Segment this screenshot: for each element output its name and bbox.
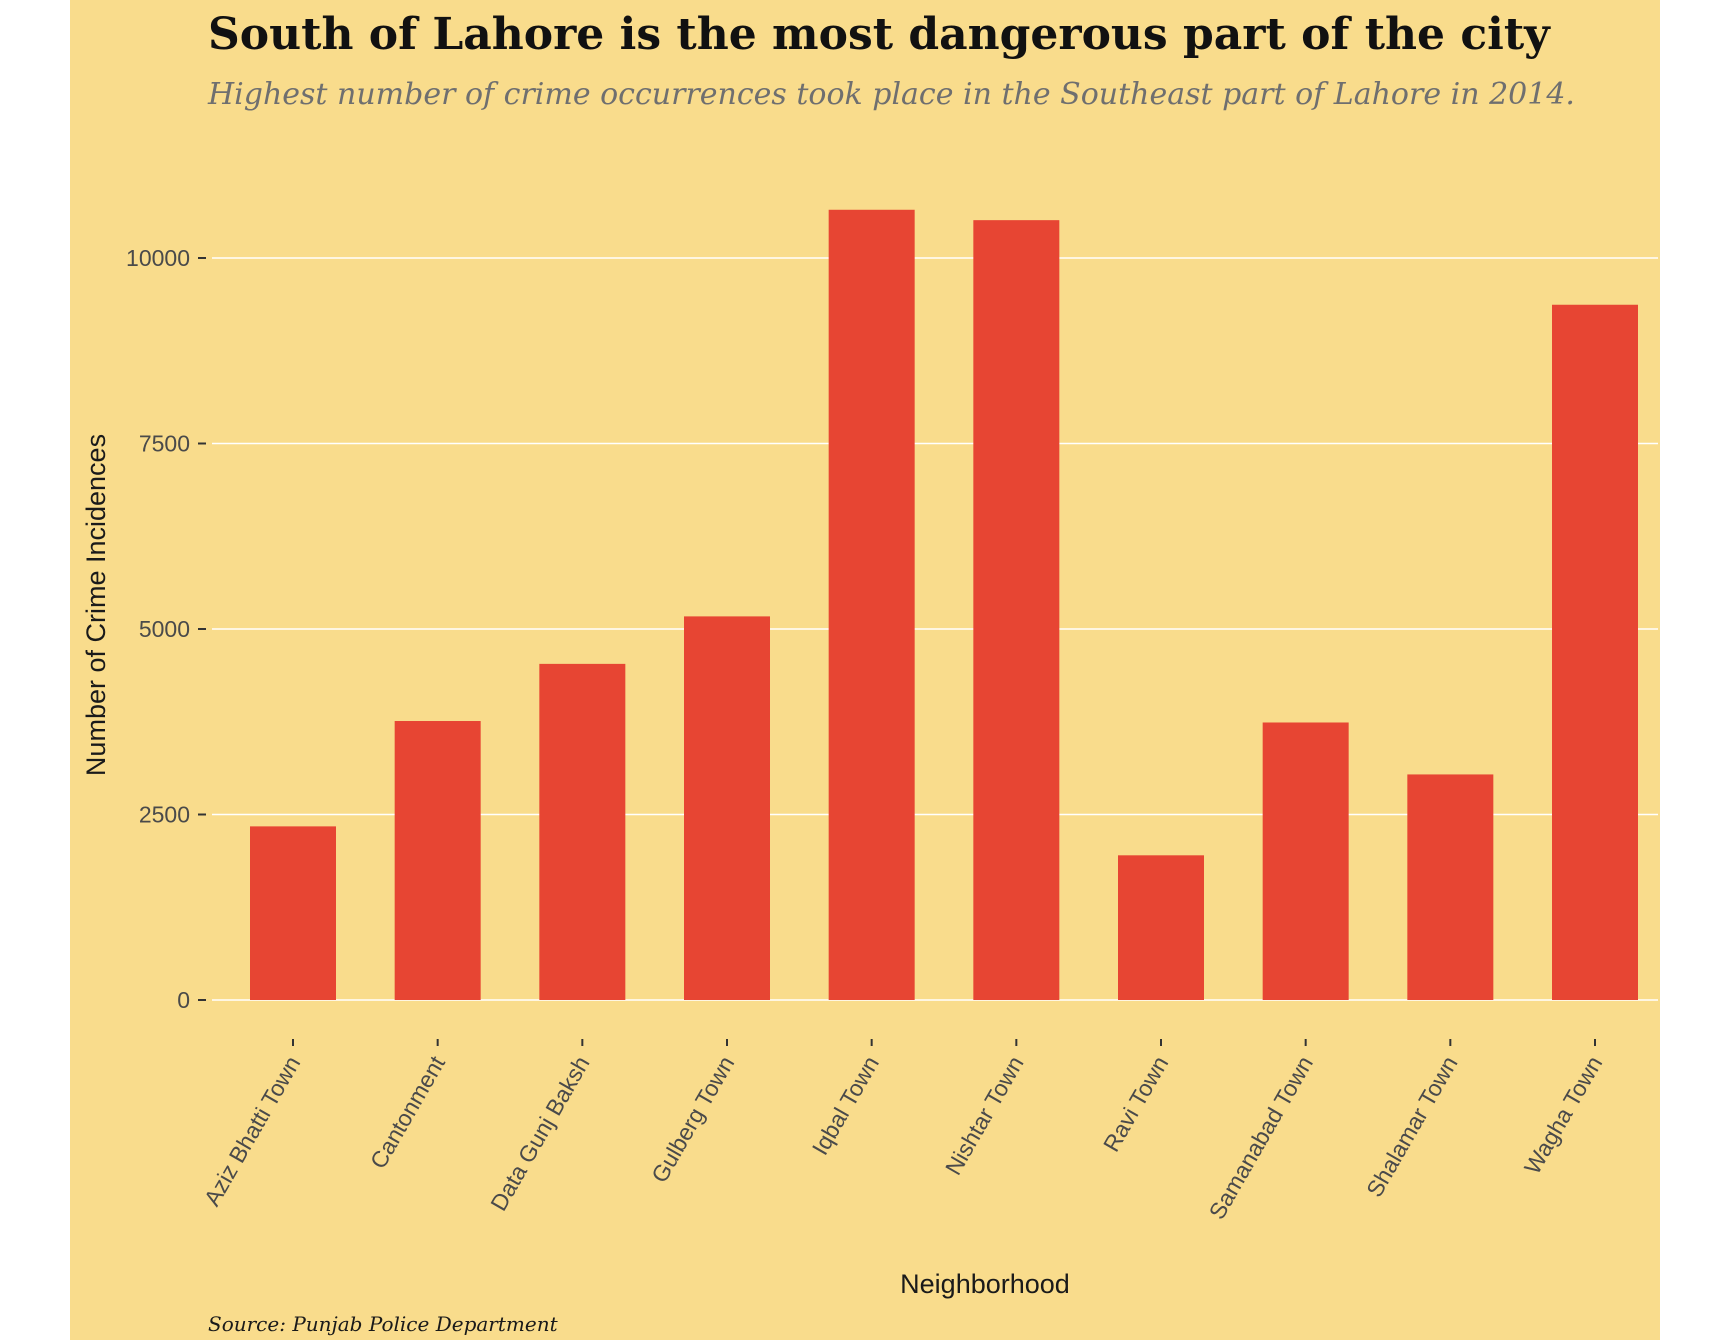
x-tick-label: Shalamar Town — [1361, 1052, 1463, 1202]
bar-wagha-town — [1552, 304, 1638, 1001]
chart-panel: South of Lahore is the most dangerous pa… — [70, 0, 1660, 1340]
x-axis-title: Neighborhood — [900, 1269, 1070, 1299]
y-axis: 0 2500 5000 7500 10000 — [126, 245, 206, 1013]
bar-ravi-town — [1118, 855, 1204, 1000]
x-tick-label: Samanabad Town — [1204, 1052, 1318, 1224]
x-tick-label: Iqbal Town — [807, 1052, 884, 1160]
x-tick-label: Wagha Town — [1519, 1052, 1607, 1179]
x-tick-label: Nishtar Town — [940, 1052, 1029, 1180]
x-tick-label: Gulberg Town — [646, 1052, 739, 1188]
bar-cantonment — [394, 721, 481, 1000]
x-tick-label: Ravi Town — [1098, 1052, 1173, 1157]
chart-caption: Source: Punjab Police Department — [208, 1312, 559, 1336]
bar-shalamar-town — [1407, 774, 1494, 1000]
x-axis: Aziz Bhatti Town Cantonment Data Gunj Baks… — [199, 1039, 1607, 1224]
chart-subtitle: Highest number of crime occurrences took… — [207, 77, 1575, 112]
y-tick-label: 5000 — [139, 616, 190, 642]
x-tick-label: Cantonment — [365, 1051, 450, 1173]
y-tick-label: 7500 — [139, 431, 190, 457]
bar-aziz-bhatti-town — [250, 826, 336, 1000]
bar-iqbal-town — [828, 209, 915, 1000]
bar-gulberg-town — [684, 616, 770, 1000]
chart-title: South of Lahore is the most dangerous pa… — [208, 9, 1551, 60]
y-tick-label: 10000 — [126, 245, 190, 271]
y-tick-label: 2500 — [139, 802, 190, 828]
x-tick-label: Data Gunj Baksh — [485, 1052, 594, 1216]
y-tick-label: 0 — [177, 987, 190, 1013]
bars — [250, 209, 1638, 1001]
bar-data-gunj-baksh — [539, 663, 626, 1000]
y-axis-title: Number of Crime Incidences — [81, 434, 111, 776]
x-tick-label: Aziz Bhatti Town — [199, 1052, 306, 1211]
bar-samanabad-town — [1262, 722, 1349, 1000]
bar-nishtar-town — [973, 220, 1060, 1000]
